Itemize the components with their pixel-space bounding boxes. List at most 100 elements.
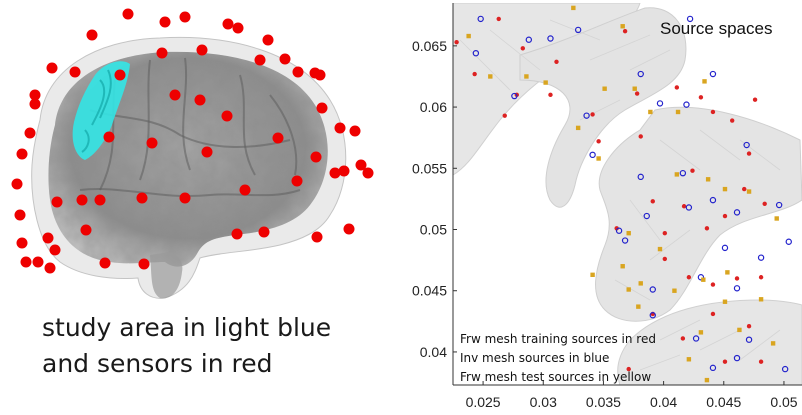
sensor-dot <box>16 148 28 160</box>
sensor-dot <box>156 47 168 59</box>
sensor-dot <box>29 98 41 110</box>
sensor-dot <box>80 224 92 236</box>
sensor-dot <box>146 137 158 149</box>
inv-source-point <box>733 354 741 362</box>
sensor-dot <box>343 223 355 235</box>
training-source-point <box>758 359 764 364</box>
inv-source-point <box>621 237 629 244</box>
test-source-point <box>725 270 730 275</box>
inv-source-point <box>733 209 741 216</box>
training-source-point <box>734 276 740 281</box>
inv-source-point <box>685 204 693 211</box>
inv-source-point <box>709 364 717 372</box>
training-source-point <box>690 168 695 173</box>
brain-figure <box>11 8 374 299</box>
test-source-point <box>488 74 493 79</box>
sensor-dot <box>24 127 36 139</box>
test-source-point <box>524 74 529 79</box>
test-source-point <box>698 330 704 335</box>
sensor-dot <box>42 232 54 244</box>
test-source-point <box>686 357 692 362</box>
test-source-point <box>602 86 607 91</box>
test-source-point <box>674 172 680 177</box>
test-source-point <box>702 79 707 84</box>
caption-line-1: study area in light blue <box>42 313 332 342</box>
sensor-dot <box>222 18 234 30</box>
chart-title: Source spaces <box>660 19 772 38</box>
training-source-point <box>746 324 752 329</box>
sensor-dot <box>196 44 208 56</box>
legend-entry-inv: Inv mesh sources in blue <box>460 351 609 365</box>
y-tick-label: 0.06 <box>420 99 447 115</box>
inv-source-point <box>643 212 650 220</box>
inv-source-point <box>686 15 694 23</box>
sensor-dot <box>46 62 58 74</box>
inv-source-point <box>649 286 656 293</box>
y-tick-label: 0.04 <box>420 344 447 360</box>
test-source-point <box>648 109 653 115</box>
training-source-point <box>698 95 704 100</box>
x-tick-label: 0.04 <box>650 394 677 410</box>
sensor-dot <box>16 237 28 249</box>
legend-entry-train: Frw mesh training sources in red <box>460 332 656 346</box>
sensor-dot <box>239 184 251 196</box>
training-source-point <box>638 134 643 139</box>
sensor-dot <box>94 194 106 206</box>
inv-source-point <box>679 169 687 177</box>
sensor-dot <box>159 16 171 28</box>
sensor-dot <box>314 69 326 81</box>
sensor-dot <box>14 209 26 221</box>
inv-source-point <box>589 151 596 159</box>
training-source-point <box>662 256 668 262</box>
test-source-point <box>466 33 471 39</box>
training-source-point <box>752 97 758 102</box>
sensor-dot <box>194 94 206 106</box>
training-source-point <box>746 151 752 156</box>
chart-svg: 0.025 0.03 0.035 0.04 0.045 0.05 0.04 0.045 0.0… <box>412 3 802 410</box>
sensor-dot <box>51 196 63 208</box>
test-source-point <box>636 304 641 309</box>
x-axis-ticks: 0.025 0.03 0.035 0.04 0.045 0.05 <box>466 381 798 410</box>
inv-source-point <box>525 36 533 43</box>
test-source-point <box>701 277 706 282</box>
test-source-point <box>746 189 752 194</box>
sensor-dot <box>355 159 367 171</box>
inv-source-point <box>637 70 644 78</box>
training-source-point <box>650 199 655 204</box>
training-source-point <box>704 226 710 231</box>
sensor-dot <box>29 89 41 101</box>
inv-source-point <box>477 15 484 23</box>
training-source-point <box>590 112 595 117</box>
training-source-point <box>502 113 507 118</box>
data-points <box>454 5 792 383</box>
inv-source-point <box>757 254 765 261</box>
inv-source-point <box>583 112 590 119</box>
inv-source-point <box>733 285 741 292</box>
training-source-point <box>554 59 559 64</box>
sensor-dot <box>311 231 323 243</box>
test-source-point <box>770 341 776 346</box>
inv-source-point <box>683 101 690 108</box>
inv-source-point <box>697 274 705 281</box>
test-source-point <box>657 246 663 252</box>
source-spaces-chart: 0.025 0.03 0.035 0.04 0.045 0.05 0.04 0.045 0.0… <box>400 0 802 415</box>
test-source-point <box>722 186 728 192</box>
sensor-dot <box>291 175 303 187</box>
sensor-dot <box>349 125 361 137</box>
training-source-point <box>454 39 459 45</box>
sensor-dot <box>136 192 148 204</box>
inv-source-point <box>615 227 623 234</box>
sensor-dot <box>279 53 291 65</box>
y-tick-label: 0.045 <box>412 283 447 299</box>
y-axis-ticks: 0.04 0.045 0.05 0.055 0.06 0.065 <box>412 38 457 360</box>
test-source-point <box>575 125 581 131</box>
sensor-dot <box>32 256 44 268</box>
inv-source-point <box>472 49 480 57</box>
sensor-dot <box>272 132 284 144</box>
sensor-dot <box>44 262 56 274</box>
inv-source-point <box>781 365 789 373</box>
inv-source-point <box>656 100 664 107</box>
test-source-point <box>626 287 631 292</box>
sensor-dot <box>334 122 346 134</box>
inv-source-point <box>511 92 518 100</box>
